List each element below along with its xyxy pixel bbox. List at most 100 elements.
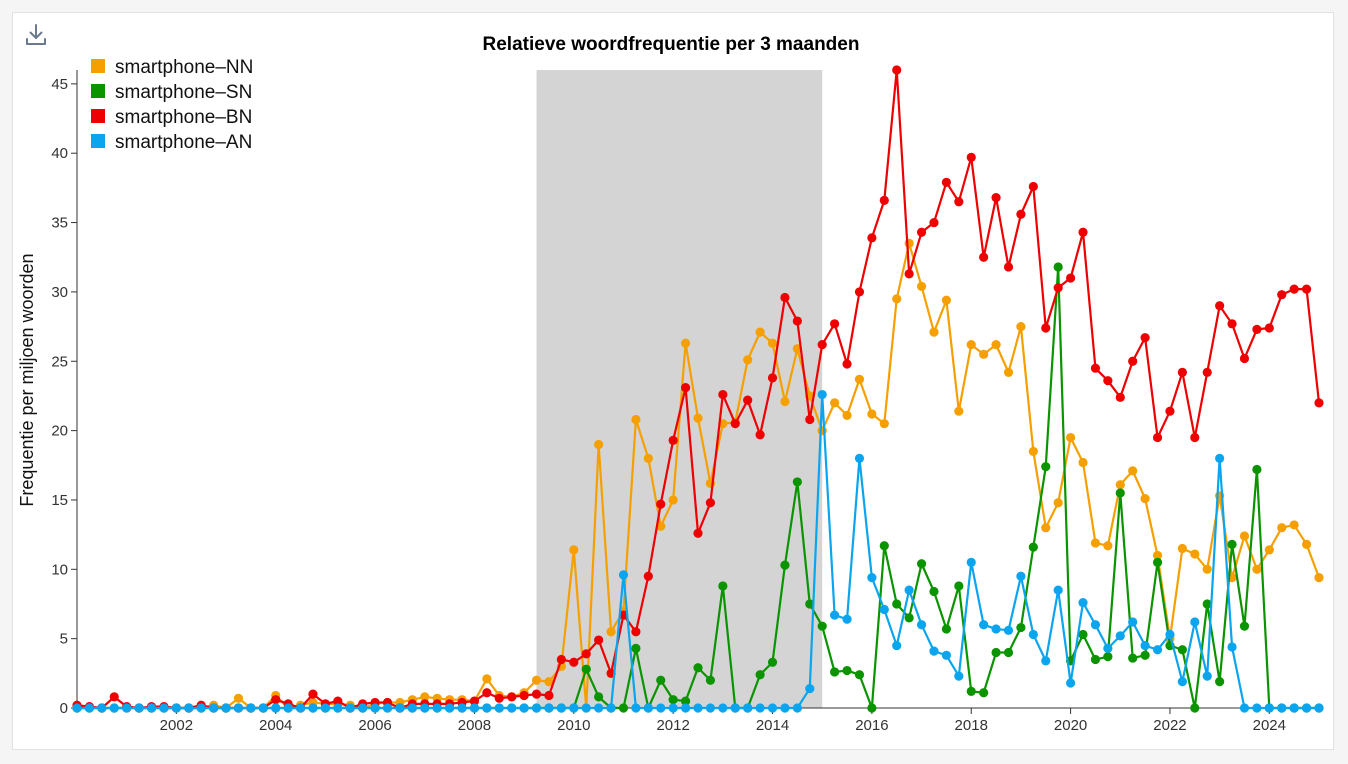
data-point xyxy=(1016,571,1026,581)
legend-swatch xyxy=(91,109,105,123)
data-point xyxy=(693,413,703,423)
data-point xyxy=(767,338,778,348)
data-point xyxy=(879,195,889,205)
download-button[interactable] xyxy=(22,21,50,49)
data-point xyxy=(954,671,964,681)
data-point xyxy=(1202,564,1212,574)
x-tick-label: 2014 xyxy=(756,717,789,734)
data-point xyxy=(1078,629,1088,640)
x-tick-label: 2002 xyxy=(160,717,193,734)
data-point xyxy=(1003,367,1014,377)
data-point xyxy=(966,152,976,162)
data-point xyxy=(184,703,194,713)
data-point xyxy=(680,703,691,713)
data-point xyxy=(680,338,691,348)
legend-label: smartphone–BN xyxy=(115,107,252,128)
data-point xyxy=(594,635,604,645)
data-point xyxy=(1115,488,1125,498)
data-point xyxy=(84,703,95,713)
legend-item[interactable]: smartphone–SN xyxy=(91,82,252,103)
data-point xyxy=(556,703,566,713)
x-tick-label: 2008 xyxy=(458,717,491,734)
data-point xyxy=(1028,181,1038,192)
y-axis-label: Frequentie per miljoen woorden xyxy=(17,253,37,506)
data-point xyxy=(1314,398,1324,408)
data-point xyxy=(1277,523,1287,533)
data-point xyxy=(581,649,591,659)
data-point xyxy=(370,703,380,713)
data-point xyxy=(1177,645,1187,655)
x-tick-label: 2016 xyxy=(855,717,888,734)
data-point xyxy=(246,703,256,713)
data-point xyxy=(780,292,790,303)
data-point xyxy=(1140,650,1150,660)
data-point xyxy=(519,703,529,713)
data-point xyxy=(1165,406,1175,416)
data-point xyxy=(892,65,902,75)
data-point xyxy=(271,695,281,705)
data-point xyxy=(904,238,914,248)
legend-item[interactable]: smartphone–NN xyxy=(91,57,253,78)
data-point xyxy=(643,571,653,581)
data-point xyxy=(1301,539,1312,549)
data-point xyxy=(519,690,529,701)
data-point xyxy=(892,640,902,651)
x-tick-label: 2006 xyxy=(358,717,391,734)
legend[interactable]: smartphone–NN smartphone–SN smartphone–BN s… xyxy=(91,57,253,153)
data-point xyxy=(668,495,678,505)
data-point xyxy=(271,703,281,713)
data-point xyxy=(196,703,206,713)
data-point xyxy=(1140,333,1150,343)
legend-swatch xyxy=(91,84,105,98)
data-point xyxy=(780,703,790,713)
data-point xyxy=(668,695,678,705)
x-tick-label: 2024 xyxy=(1253,717,1286,734)
data-point xyxy=(929,586,939,597)
data-point xyxy=(1202,367,1212,377)
data-point xyxy=(171,703,181,713)
data-point xyxy=(482,703,492,713)
data-point xyxy=(1190,432,1200,443)
data-point xyxy=(879,604,889,615)
data-point xyxy=(1277,290,1287,300)
data-point xyxy=(295,703,306,713)
data-point xyxy=(1090,620,1101,630)
data-point xyxy=(892,294,902,304)
legend-item[interactable]: smartphone–AN xyxy=(91,132,252,153)
legend-swatch xyxy=(91,134,105,148)
data-point xyxy=(1115,392,1125,402)
data-point xyxy=(1078,597,1088,608)
data-point xyxy=(1003,262,1014,272)
data-point xyxy=(929,646,939,656)
data-point xyxy=(1028,446,1038,457)
data-point xyxy=(618,703,629,713)
data-point xyxy=(705,703,716,713)
data-point xyxy=(1078,457,1088,468)
data-point xyxy=(929,327,939,337)
data-point xyxy=(656,499,666,509)
data-point xyxy=(954,581,964,591)
y-tick-label: 25 xyxy=(51,353,68,370)
data-point xyxy=(755,327,765,337)
data-point xyxy=(395,703,405,713)
data-point xyxy=(1252,564,1262,574)
data-point xyxy=(1103,541,1113,551)
data-point xyxy=(581,703,591,713)
data-point xyxy=(755,430,765,440)
data-point xyxy=(755,703,765,713)
series-layer xyxy=(72,65,1324,713)
y-tick-label: 15 xyxy=(51,492,68,509)
legend-label: smartphone–NN xyxy=(115,57,253,78)
data-point xyxy=(432,703,442,713)
data-point xyxy=(966,557,976,567)
data-point xyxy=(1003,625,1014,635)
data-point xyxy=(1177,367,1187,377)
data-point xyxy=(805,599,815,609)
data-point xyxy=(146,703,157,713)
data-point xyxy=(1128,653,1138,663)
legend-item[interactable]: smartphone–BN xyxy=(91,107,252,128)
data-point xyxy=(693,663,703,673)
data-point xyxy=(1078,227,1088,237)
data-point xyxy=(643,703,653,713)
series-3 xyxy=(72,389,1324,713)
